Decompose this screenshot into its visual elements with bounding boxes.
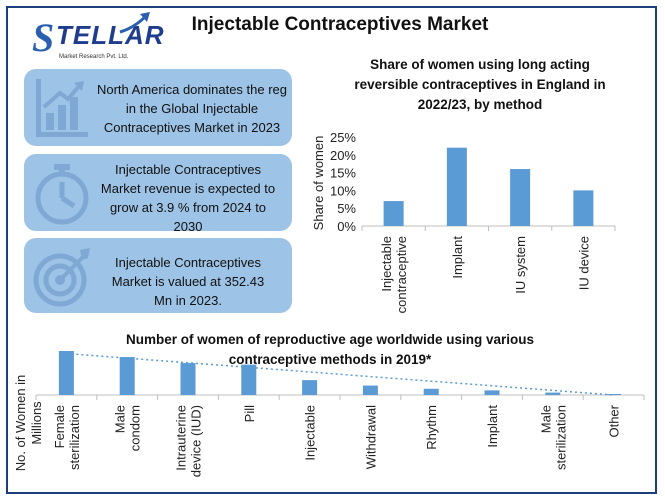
x-tick-label: contraceptive	[394, 236, 409, 313]
worldwide-chart-title: Number of women of reproductive age worl…	[90, 330, 570, 370]
bar	[58, 351, 74, 395]
card-line: Injectable Contraceptives	[115, 162, 261, 177]
trendline	[66, 352, 614, 396]
x-tick-label: Withdrawal	[363, 405, 378, 469]
x-tick-label: Implant	[485, 405, 500, 448]
stopwatch-icon	[35, 164, 89, 225]
larc-chart-title-line: 2022/23, by method	[417, 97, 543, 112]
bar	[573, 190, 594, 226]
x-tick-label: Implant	[450, 236, 465, 279]
larc-chart-title: Share of women using long acting reversi…	[330, 55, 630, 115]
x-tick-label: Pill	[242, 405, 257, 422]
y-tick-label: 10%	[330, 183, 356, 198]
logo-arrow-icon	[119, 12, 150, 34]
x-tick-label: sterilization	[553, 405, 568, 470]
card-line: Injectable Contraceptives	[115, 255, 261, 270]
target-icon	[33, 248, 90, 307]
bar	[302, 380, 318, 395]
card-line: Contraceptives Market in 2023	[103, 120, 281, 135]
x-tick-label: Female	[52, 405, 67, 448]
bar	[362, 385, 378, 395]
bar	[383, 201, 404, 226]
x-tick-label: Male	[538, 405, 553, 433]
info-card-value: Injectable Contraceptives Market is valu…	[24, 238, 292, 313]
card-text-growth: Injectable Contraceptives Market revenue…	[94, 160, 282, 231]
stellar-logo: S TELLAR Market Research Pvt. Ltd.	[14, 8, 164, 68]
x-tick-label: Male	[113, 405, 128, 433]
x-tick-label: Injectable	[379, 236, 394, 292]
y-axis-label: Millions	[29, 401, 44, 445]
y-tick-label: 20%	[330, 148, 356, 163]
bar	[180, 363, 196, 395]
y-tick-label: 15%	[330, 166, 356, 181]
x-tick-label: Intrauterine	[174, 405, 189, 471]
worldwide-bar-chart: Female sterilization Male condom Intrauterin…	[13, 351, 645, 477]
info-card-region: North America dominates the reg in the G…	[24, 69, 292, 146]
bar	[510, 169, 531, 226]
bar	[241, 364, 257, 395]
bar	[545, 392, 561, 395]
x-tick-label: IU system	[513, 236, 528, 294]
y-tick-label: 25%	[330, 130, 356, 145]
card-line: Mn in 2023.	[154, 293, 222, 308]
bar	[119, 357, 135, 395]
logo-tagline: Market Research Pvt. Ltd.	[59, 54, 129, 60]
bar	[423, 388, 439, 395]
bar	[606, 393, 622, 395]
logo-brand: TELLAR	[56, 20, 165, 50]
x-tick-label: IU device	[576, 236, 591, 290]
card-text-value: Injectable Contraceptives Market is valu…	[94, 253, 282, 310]
y-axis-label: Share of women	[311, 136, 326, 231]
card-line: in the Global Injectable	[125, 101, 259, 116]
x-tick-label: sterilization	[67, 405, 82, 470]
page-title: Injectable Contraceptives Market	[191, 14, 489, 35]
bar	[484, 390, 500, 395]
bar	[446, 147, 467, 226]
y-tick-label: 0%	[337, 219, 356, 234]
larc-chart-title-line: Share of women using long acting	[370, 57, 590, 72]
logo-initial: S	[32, 15, 55, 60]
y-tick-label: 5%	[337, 201, 356, 216]
larc-bar-chart: 0% 5% 10% 15% 20% 25% Injectable contraceptive I…	[311, 130, 616, 313]
card-line: Market is valued at 352.43	[111, 274, 265, 289]
info-card-growth: Injectable Contraceptives Market revenue…	[24, 154, 292, 231]
x-tick-label: device (IUD)	[189, 405, 204, 477]
worldwide-chart-title-line: contraceptive methods in 2019*	[228, 352, 432, 367]
larc-chart-title-line: reversible contraceptives in England in	[354, 77, 606, 92]
card-line: grow at 3.9 % from 2024 to	[109, 200, 267, 215]
x-tick-label: Injectable	[303, 405, 318, 461]
card-line: 2030	[173, 219, 203, 231]
card-line: North America dominates the reg	[96, 82, 288, 97]
y-axis-label: No. of Women in	[13, 375, 28, 472]
x-tick-label: Rhythm	[424, 405, 439, 450]
x-tick-label: Other	[607, 404, 622, 437]
x-tick-label: condom	[128, 405, 143, 451]
card-line: Market revenue is expected to	[100, 181, 276, 196]
bar-chart-growth-icon	[36, 79, 88, 137]
card-text-region: North America dominates the reg in the G…	[90, 80, 292, 137]
worldwide-chart-title-line: Number of women of reproductive age worl…	[125, 332, 535, 347]
